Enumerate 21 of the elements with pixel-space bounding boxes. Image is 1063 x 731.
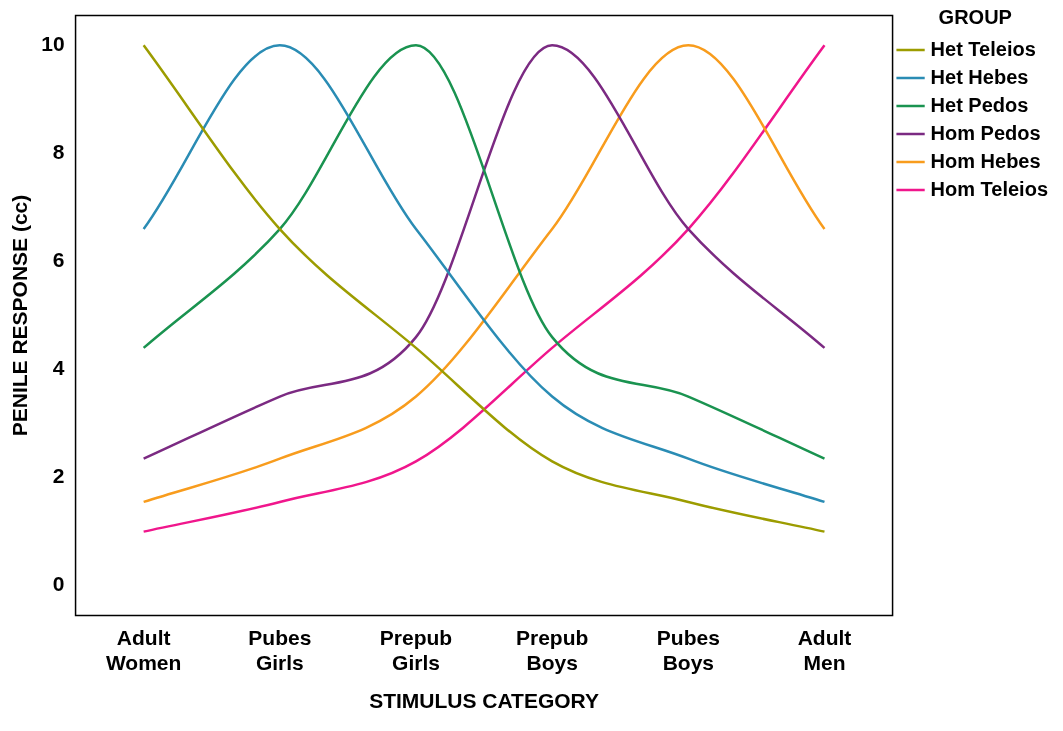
y-tick-label: 2: [52, 464, 65, 488]
legend-label: Het Teleios: [930, 37, 1036, 60]
x-tick-label: Prepub Boys: [515, 625, 589, 674]
x-axis-title: STIMULUS CATEGORY: [369, 689, 599, 713]
x-tick-label: Pubes Boys: [656, 625, 720, 674]
x-tick-label: Prepub Girls: [379, 625, 453, 674]
x-tick-label: Adult Women: [105, 625, 182, 674]
legend-title: GROUP: [938, 5, 1012, 28]
y-tick-label: 10: [41, 32, 65, 56]
y-tick-label: 8: [52, 140, 65, 164]
y-tick-label: 6: [52, 248, 65, 272]
legend-label: Het Hebes: [930, 65, 1029, 88]
legend-label: Hom Hebes: [930, 149, 1041, 172]
y-tick-label: 0: [52, 572, 65, 596]
legend-label: Hom Pedos: [930, 121, 1041, 144]
y-axis-title: PENILE RESPONSE (cc): [8, 194, 32, 437]
x-tick-label: Adult Men: [797, 625, 852, 674]
legend-label: Het Pedos: [930, 93, 1029, 116]
y-tick-label: 4: [52, 356, 65, 380]
x-tick-label: Pubes Girls: [248, 625, 312, 674]
legend-label: Hom Teleios: [930, 177, 1049, 200]
